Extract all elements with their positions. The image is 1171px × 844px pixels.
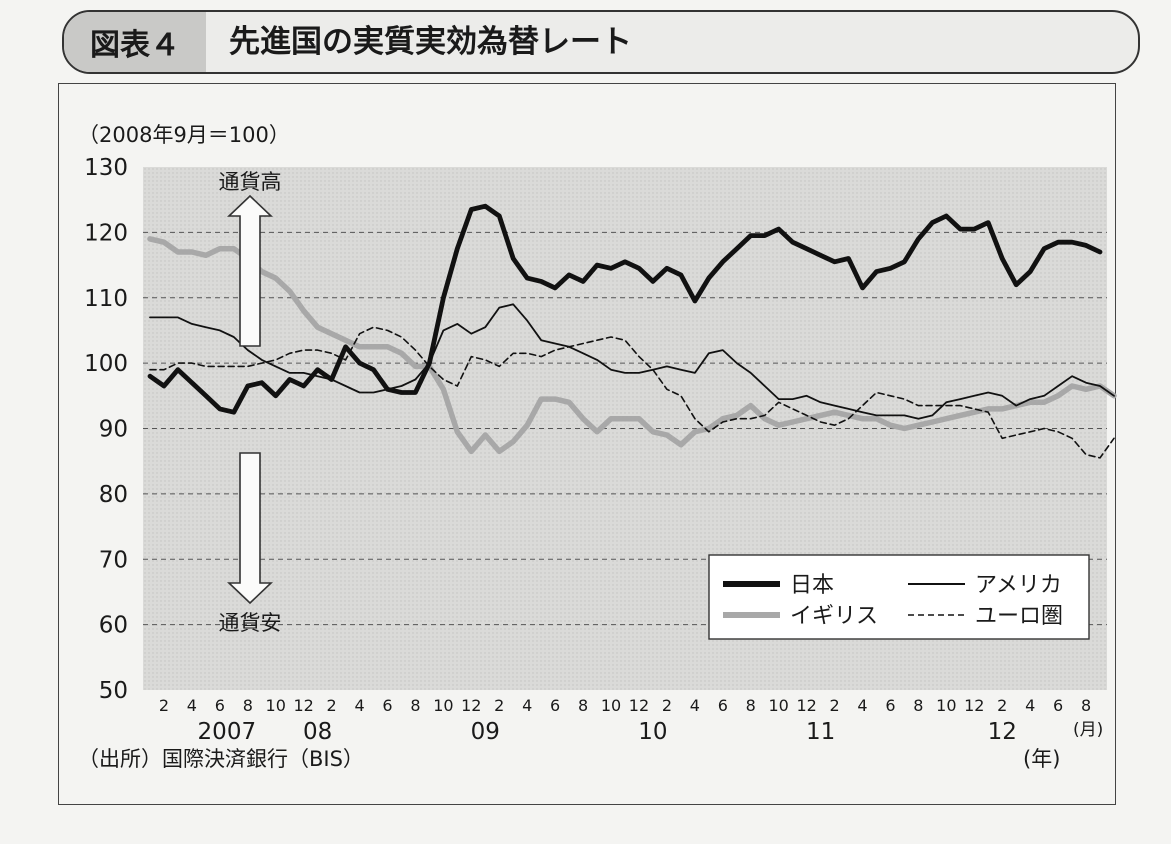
y-tick-label-130: 130 — [84, 155, 128, 181]
figure-number: 図表４ — [64, 12, 206, 72]
x-year-label-10: 10 — [638, 719, 667, 745]
x-tick-label-month: 12 — [964, 696, 984, 715]
x-tick-label-month: 12 — [796, 696, 816, 715]
x-tick-label-month: 4 — [354, 696, 364, 715]
x-tick-label-month: 4 — [187, 696, 197, 715]
series-line-3 — [149, 326, 1115, 459]
source-note: （出所）国際決済銀行（BIS） — [78, 747, 364, 771]
x-tick-label-month: 6 — [382, 696, 392, 715]
x-tick-label-month: 8 — [578, 696, 588, 715]
series-line-0 — [147, 203, 1103, 415]
legend-label-usa: アメリカ — [975, 573, 1062, 598]
x-axis-ticks: 2 4 6 8 10 12 2 4 6 8 10 12 2 4 6 8 10 12 2 4 6 8 10 12 2 4 6 8 10 12… — [159, 696, 1091, 745]
x-tick-label-month: 10 — [433, 696, 453, 715]
arrow-down-label: 通貨安 — [219, 611, 282, 635]
y-tick-label-90: 90 — [99, 417, 128, 443]
x-tick-label-month: 12 — [629, 696, 649, 715]
year-unit: (年) — [1023, 747, 1060, 771]
legend-label-euro: ユーロ圏 — [975, 604, 1063, 629]
x-tick-label-month: 4 — [522, 696, 532, 715]
x-tick-label-month: 6 — [215, 696, 225, 715]
x-tick-label-month: 6 — [550, 696, 560, 715]
x-tick-label-month: 12 — [461, 696, 481, 715]
y-tick-label-70: 70 — [99, 547, 128, 573]
y-tick-label-50: 50 — [99, 678, 128, 704]
title-band: 図表４ 先進国の実質実効為替レート — [62, 10, 1140, 74]
chart-frame — [58, 83, 1116, 805]
x-tick-label-month: 6 — [718, 696, 728, 715]
y-tick-label-110: 110 — [84, 286, 128, 312]
x-tick-label-month: 2 — [327, 696, 337, 715]
y-tick-label-80: 80 — [99, 482, 128, 508]
x-tick-label-month: 4 — [690, 696, 700, 715]
x-year-label-12: 12 — [988, 719, 1017, 745]
x-tick-label-month: 4 — [1025, 696, 1035, 715]
y-tick-label-120: 120 — [84, 220, 128, 246]
unit-note: （2008年9月＝100） — [78, 123, 290, 147]
y-tick-label-100: 100 — [84, 351, 128, 377]
x-tick-label-month: 8 — [243, 696, 253, 715]
x-tick-label-month: 10 — [936, 696, 956, 715]
legend-box — [708, 554, 1090, 640]
x-tick-label-month: 8 — [913, 696, 923, 715]
month-unit: (月) — [1073, 720, 1103, 740]
series-line-2 — [147, 236, 1117, 455]
x-tick-label-month: 10 — [266, 696, 286, 715]
x-year-label-2007: 2007 — [198, 719, 257, 745]
x-tick-label-month: 2 — [662, 696, 672, 715]
x-tick-label-month: 8 — [1081, 696, 1091, 715]
x-tick-label-month: 6 — [1053, 696, 1063, 715]
legend-label-uk: イギリス — [790, 604, 878, 629]
series-lines — [147, 203, 1117, 459]
x-tick-label-month: 12 — [293, 696, 313, 715]
x-tick-label-month: 6 — [885, 696, 895, 715]
arrow-up-icon — [227, 194, 273, 347]
chart-title: 先進国の実質実効為替レート — [229, 24, 632, 60]
x-tick-label-month: 10 — [601, 696, 621, 715]
x-tick-label-month: 2 — [494, 696, 504, 715]
x-year-label-09: 09 — [471, 719, 500, 745]
x-tick-label-month: 2 — [159, 696, 169, 715]
y-axis-ticks: 50 60 70 80 90 100 110 120 130 — [84, 155, 128, 704]
x-year-label-08: 08 — [303, 719, 332, 745]
x-year-label-11: 11 — [806, 719, 835, 745]
y-tick-label-60: 60 — [99, 613, 128, 639]
x-tick-label-month: 8 — [410, 696, 420, 715]
x-tick-label-month: 2 — [997, 696, 1007, 715]
x-tick-label-month: 8 — [746, 696, 756, 715]
x-tick-label-month: 2 — [829, 696, 839, 715]
x-tick-label-month: 4 — [857, 696, 867, 715]
x-tick-label-month: 10 — [769, 696, 789, 715]
legend: 日本 アメリカ イギリス ユーロ圏 — [708, 554, 1090, 640]
legend-label-japan: 日本 — [790, 573, 834, 598]
arrow-up-label: 通貨高 — [219, 170, 282, 194]
arrow-down-icon — [227, 452, 273, 605]
